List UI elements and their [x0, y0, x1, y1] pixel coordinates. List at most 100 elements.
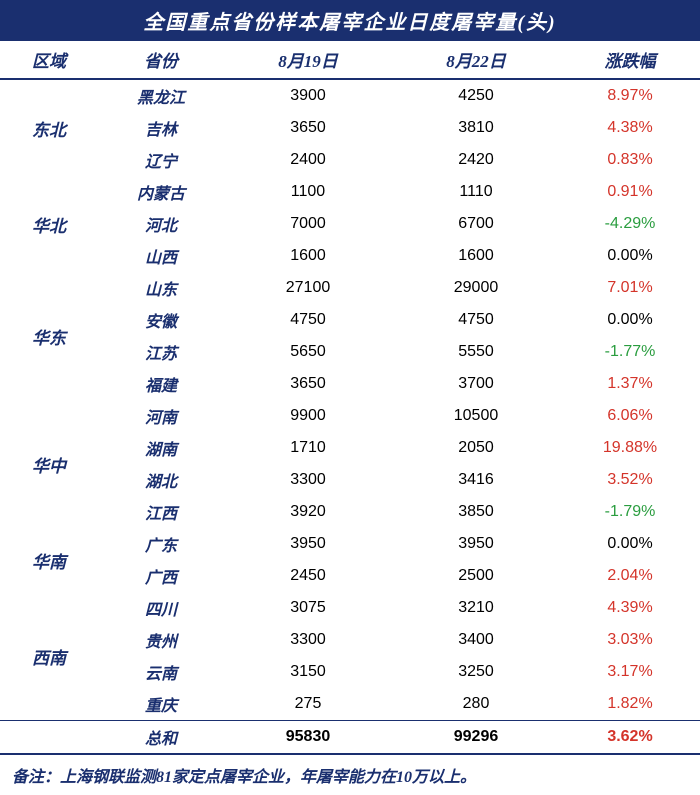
value2-cell: 280	[392, 688, 560, 721]
province-cell: 江苏	[98, 336, 224, 368]
change-cell: 2.04%	[560, 560, 700, 592]
change-cell: -4.29%	[560, 208, 700, 240]
province-cell: 重庆	[98, 688, 224, 721]
value2-cell: 3810	[392, 112, 560, 144]
value1-cell: 1100	[224, 176, 392, 208]
value1-cell: 3150	[224, 656, 392, 688]
value2-cell: 3210	[392, 592, 560, 624]
province-cell: 四川	[98, 592, 224, 624]
value2-cell: 4250	[392, 79, 560, 112]
table-row: 华中河南9900105006.06%	[0, 400, 700, 432]
table-row: 华南广东395039500.00%	[0, 528, 700, 560]
value1-cell: 3075	[224, 592, 392, 624]
table-container: 全国重点省份样本屠宰企业日度屠宰量(头) 区域 省份 8月19日 8月22日 涨…	[0, 0, 700, 795]
table-row: 华东山东27100290007.01%	[0, 272, 700, 304]
col-province: 省份	[98, 41, 224, 79]
value2-cell: 2420	[392, 144, 560, 176]
province-cell: 河北	[98, 208, 224, 240]
col-region: 区域	[0, 41, 98, 79]
value1-cell: 2400	[224, 144, 392, 176]
change-cell: -1.79%	[560, 496, 700, 528]
header-row: 区域 省份 8月19日 8月22日 涨跌幅	[0, 41, 700, 79]
value1-cell: 5650	[224, 336, 392, 368]
region-cell: 华东	[0, 272, 98, 400]
value1-cell: 3650	[224, 368, 392, 400]
value2-cell: 2500	[392, 560, 560, 592]
table-row: 河北70006700-4.29%	[0, 208, 700, 240]
province-cell: 黑龙江	[98, 79, 224, 112]
province-cell: 内蒙古	[98, 176, 224, 208]
province-cell: 广西	[98, 560, 224, 592]
value2-cell: 1600	[392, 240, 560, 272]
col-date2: 8月22日	[392, 41, 560, 79]
value2-cell: 3400	[392, 624, 560, 656]
province-cell: 江西	[98, 496, 224, 528]
change-cell: 0.00%	[560, 528, 700, 560]
value2-cell: 3700	[392, 368, 560, 400]
province-cell: 广东	[98, 528, 224, 560]
change-cell: 19.88%	[560, 432, 700, 464]
province-cell: 福建	[98, 368, 224, 400]
table-row: 江西39203850-1.79%	[0, 496, 700, 528]
footer-note: 备注：上海钢联监测81家定点屠宰企业，年屠宰能力在10万以上。	[0, 753, 700, 795]
province-cell: 湖北	[98, 464, 224, 496]
data-table: 区域 省份 8月19日 8月22日 涨跌幅 东北黑龙江390042508.97%…	[0, 41, 700, 753]
change-cell: 3.03%	[560, 624, 700, 656]
province-cell: 山东	[98, 272, 224, 304]
province-cell: 山西	[98, 240, 224, 272]
change-cell: 3.17%	[560, 656, 700, 688]
change-cell: 8.97%	[560, 79, 700, 112]
table-row: 吉林365038104.38%	[0, 112, 700, 144]
value2-cell: 3416	[392, 464, 560, 496]
change-cell: 0.91%	[560, 176, 700, 208]
province-cell: 安徽	[98, 304, 224, 336]
table-row: 云南315032503.17%	[0, 656, 700, 688]
value1-cell: 4750	[224, 304, 392, 336]
change-cell: 0.00%	[560, 304, 700, 336]
value2-cell: 3850	[392, 496, 560, 528]
title-bar: 全国重点省份样本屠宰企业日度屠宰量(头)	[0, 0, 700, 41]
change-cell: 4.39%	[560, 592, 700, 624]
table-row: 山西160016000.00%	[0, 240, 700, 272]
region-cell: 东北	[0, 79, 98, 176]
total-v1: 95830	[224, 721, 392, 754]
value2-cell: 4750	[392, 304, 560, 336]
province-cell: 吉林	[98, 112, 224, 144]
value1-cell: 2450	[224, 560, 392, 592]
total-change: 3.62%	[560, 721, 700, 754]
region-cell: 西南	[0, 592, 98, 721]
change-cell: 1.82%	[560, 688, 700, 721]
table-row: 东北黑龙江390042508.97%	[0, 79, 700, 112]
value1-cell: 3300	[224, 624, 392, 656]
change-cell: 1.37%	[560, 368, 700, 400]
table-row: 江苏56505550-1.77%	[0, 336, 700, 368]
table-row: 华北内蒙古110011100.91%	[0, 176, 700, 208]
value1-cell: 27100	[224, 272, 392, 304]
value1-cell: 1600	[224, 240, 392, 272]
total-v2: 99296	[392, 721, 560, 754]
value1-cell: 9900	[224, 400, 392, 432]
value2-cell: 29000	[392, 272, 560, 304]
value2-cell: 6700	[392, 208, 560, 240]
total-row: 总和95830992963.62%	[0, 721, 700, 754]
col-date1: 8月19日	[224, 41, 392, 79]
change-cell: 0.00%	[560, 240, 700, 272]
table-row: 西南四川307532104.39%	[0, 592, 700, 624]
change-cell: 0.83%	[560, 144, 700, 176]
value2-cell: 2050	[392, 432, 560, 464]
value2-cell: 3950	[392, 528, 560, 560]
table-row: 重庆2752801.82%	[0, 688, 700, 721]
change-cell: 4.38%	[560, 112, 700, 144]
value1-cell: 3900	[224, 79, 392, 112]
value1-cell: 1710	[224, 432, 392, 464]
value1-cell: 3950	[224, 528, 392, 560]
region-cell: 华南	[0, 528, 98, 592]
table-row: 湖南1710205019.88%	[0, 432, 700, 464]
region-cell: 华中	[0, 400, 98, 528]
value1-cell: 3650	[224, 112, 392, 144]
table-row: 贵州330034003.03%	[0, 624, 700, 656]
change-cell: 3.52%	[560, 464, 700, 496]
province-cell: 云南	[98, 656, 224, 688]
province-cell: 贵州	[98, 624, 224, 656]
region-cell: 华北	[0, 176, 98, 272]
